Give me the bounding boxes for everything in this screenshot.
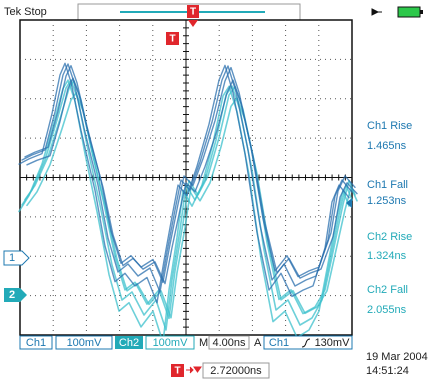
status: Tek Stop (4, 6, 47, 18)
timebase: 4.00ns (212, 337, 246, 349)
trigger-level-text: 130mV (315, 337, 351, 349)
date: 19 Mar 2004 (366, 351, 428, 363)
ch2-scale: 100mV (153, 337, 189, 349)
timebase-label: M (199, 337, 208, 349)
ch2-label: Ch2 (119, 337, 139, 349)
trigger-text: T (174, 366, 180, 377)
meas-value: 1.465ns (367, 140, 407, 152)
trigger-source: Ch1 (269, 337, 289, 349)
ch1-label: Ch1 (26, 337, 46, 349)
ch2-marker-text: 2 (9, 289, 15, 301)
power-icon (372, 7, 423, 17)
trigger-label: A (254, 337, 262, 349)
time: 14:51:24 (366, 365, 409, 377)
scope-screen: Tek Stop T T 1 2 Ch1 Rise 1.465ns Ch1 Fa… (0, 0, 441, 380)
meas-label: Ch2 Fall (367, 284, 408, 296)
meas-label: Ch1 Fall (367, 179, 408, 191)
offset-arrow (186, 367, 201, 373)
meas-value: 1.253ns (367, 195, 407, 207)
meas-value: 1.324ns (367, 250, 407, 262)
trigger-text: T (169, 34, 175, 45)
meas-value: 2.055ns (367, 304, 407, 316)
status-bar: Ch1 100mV Ch2 100mV M 4.00ns A Ch1 130mV (20, 336, 352, 349)
ch1-scale: 100mV (67, 337, 103, 349)
ch1-marker-text: 1 (9, 252, 15, 264)
meas-label: Ch2 Rise (367, 231, 412, 243)
trigger-position: 2.72000ns (210, 365, 262, 377)
trigger-text: T (190, 7, 196, 18)
meas-label: Ch1 Rise (367, 120, 412, 132)
